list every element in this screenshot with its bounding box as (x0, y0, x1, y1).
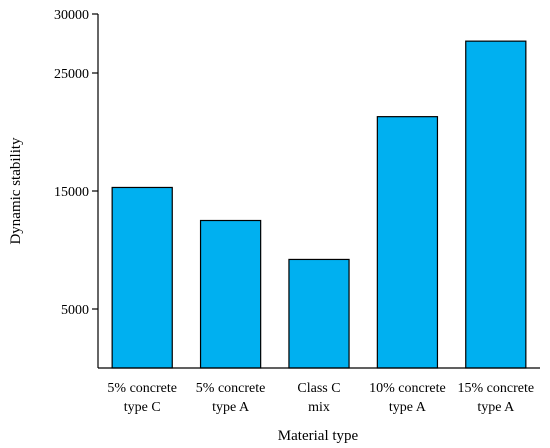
y-tick-label: 15000 (54, 185, 89, 200)
y-tick-label: 5000 (61, 303, 89, 318)
y-tick-label: 30000 (54, 8, 89, 23)
x-tick-label: 5% concrete type A (196, 381, 266, 415)
bars (111, 40, 527, 369)
x-tick-label: 5% concrete type C (107, 381, 177, 415)
y-axis-ticks: 5000 15000 25000 30000 (54, 8, 98, 318)
x-axis-title: Material type (278, 428, 359, 444)
bar (111, 186, 173, 369)
x-tick-label: 10% concrete type A (369, 381, 446, 415)
bar (199, 219, 262, 369)
bar (465, 40, 527, 369)
x-tick-label: 15% concrete type A (458, 381, 535, 415)
y-tick-label: 25000 (54, 67, 89, 82)
bar (376, 116, 439, 369)
y-axis-title: Dynamic stability (8, 137, 24, 245)
x-axis-tick-labels: 5% concrete type C 5% concrete type A Class … (107, 381, 534, 415)
bar (288, 258, 350, 369)
